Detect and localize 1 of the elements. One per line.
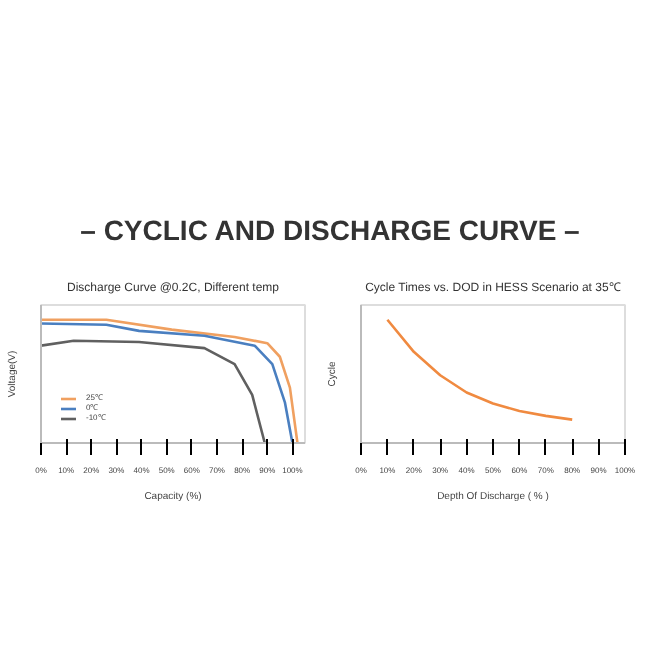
text: – CYCLIC AND DISCHARGE CURVE – bbox=[80, 212, 580, 250]
